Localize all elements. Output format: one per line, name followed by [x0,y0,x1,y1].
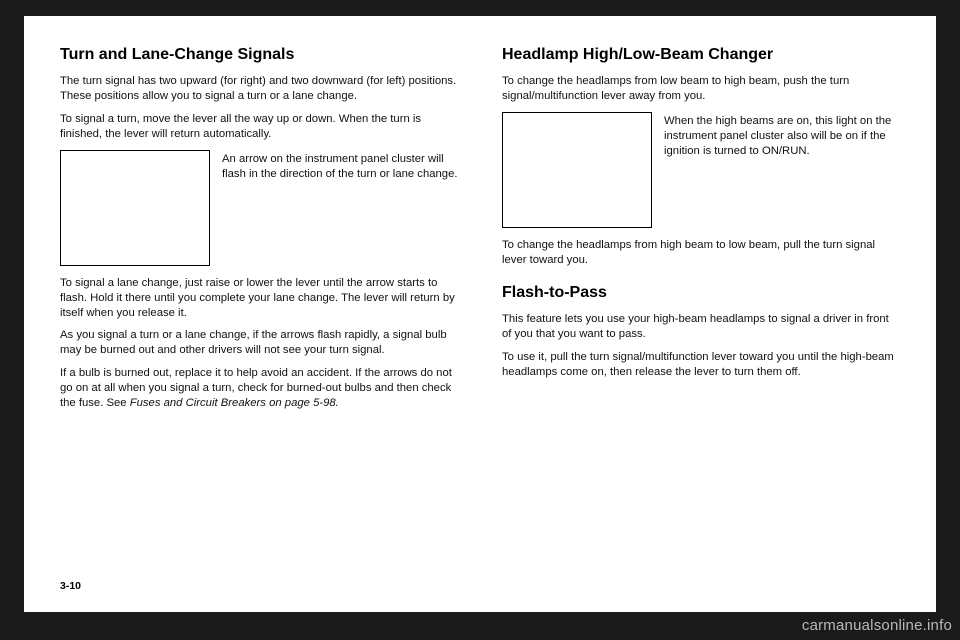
heading-turn-signals: Turn and Lane-Change Signals [60,44,458,65]
manual-page: Turn and Lane-Change Signals The turn si… [24,16,936,612]
figure-row: When the high beams are on, this light o… [502,112,900,228]
para: To signal a turn, move the lever all the… [60,112,458,142]
right-column: Headlamp High/Low-Beam Changer To change… [502,44,900,574]
para: This feature lets you use your high-beam… [502,312,900,342]
para: To signal a lane change, just raise or l… [60,276,458,321]
columns: Turn and Lane-Change Signals The turn si… [60,44,900,574]
para: The turn signal has two upward (for righ… [60,74,458,104]
para: As you signal a turn or a lane change, i… [60,328,458,358]
figure-row: An arrow on the instrument panel cluster… [60,150,458,266]
page-number: 3-10 [60,580,900,592]
para: To change the headlamps from low beam to… [502,74,900,104]
left-column: Turn and Lane-Change Signals The turn si… [60,44,458,574]
figure-placeholder [502,112,652,228]
figure-caption: When the high beams are on, this light o… [664,112,900,159]
para: To use it, pull the turn signal/multifun… [502,350,900,380]
figure-placeholder [60,150,210,266]
para: If a bulb is burned out, replace it to h… [60,366,458,411]
para: To change the headlamps from high beam t… [502,238,900,268]
watermark-text: carmanualsonline.info [802,617,952,634]
heading-headlamp-changer: Headlamp High/Low-Beam Changer [502,44,900,65]
heading-flash-to-pass: Flash-to-Pass [502,282,900,303]
figure-caption: An arrow on the instrument panel cluster… [222,150,458,182]
para-reference: Fuses and Circuit Breakers on page 5-98. [130,397,339,409]
